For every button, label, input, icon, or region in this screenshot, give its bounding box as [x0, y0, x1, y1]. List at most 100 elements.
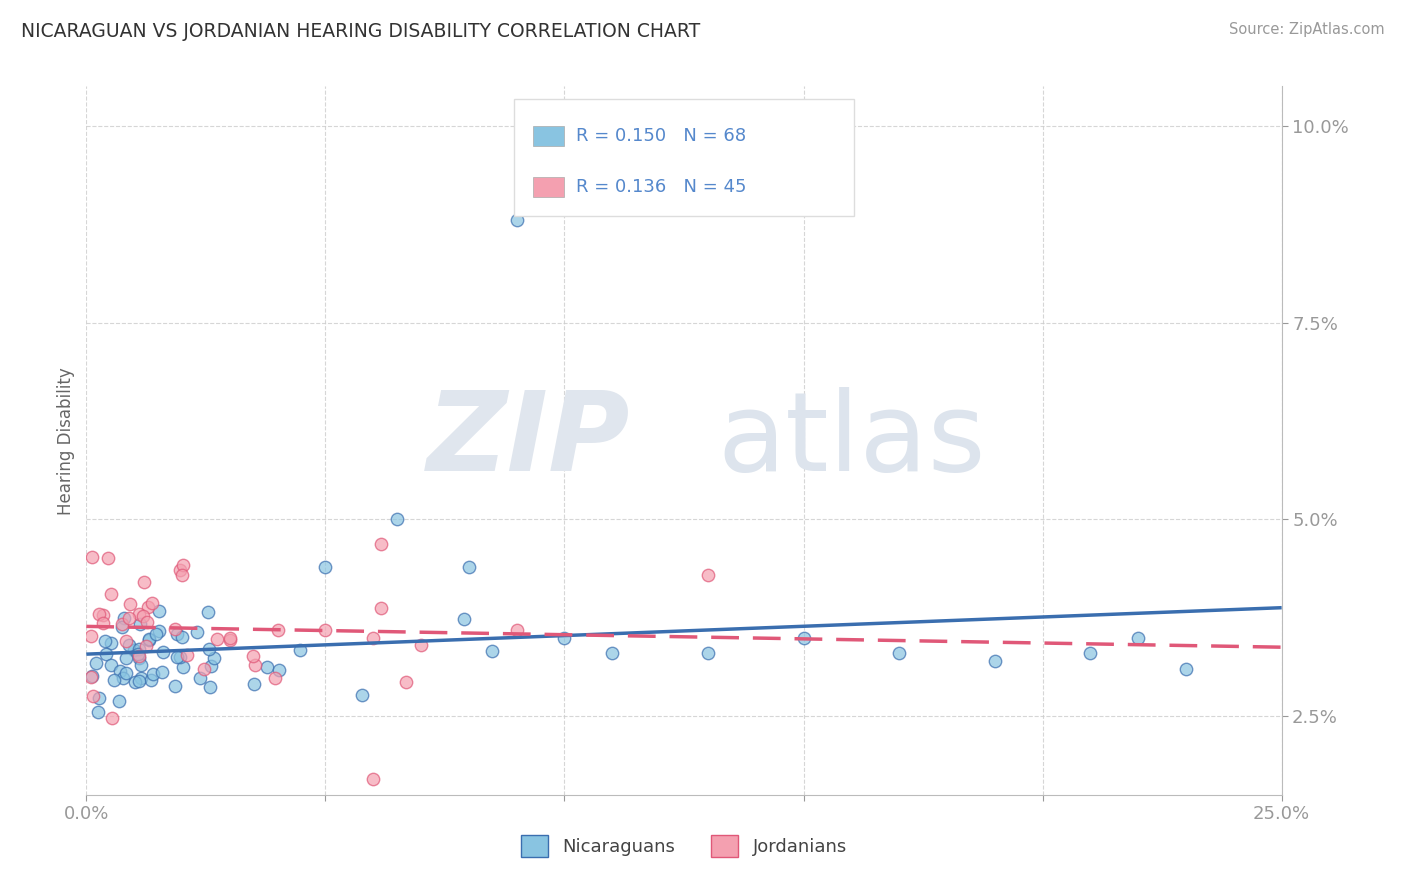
Point [172, 558, 194, 572]
Text: NICARAGUAN VS JORDANIAN HEARING DISABILITY CORRELATION CHART: NICARAGUAN VS JORDANIAN HEARING DISABILI… [21, 22, 700, 41]
Point [198, 641, 221, 656]
Point [481, 644, 503, 658]
Point [267, 664, 290, 678]
Point [172, 660, 194, 674]
Point [290, 643, 312, 657]
Point [115, 651, 138, 665]
Point [128, 673, 150, 688]
Point [135, 640, 157, 654]
Text: atlas: atlas [717, 387, 986, 494]
Point [138, 632, 160, 647]
Point [370, 537, 392, 551]
Point [132, 575, 155, 590]
Point [505, 213, 527, 227]
Point [166, 650, 188, 665]
Point [176, 648, 198, 662]
Point [1175, 662, 1198, 676]
Point [129, 616, 152, 631]
Point [120, 597, 142, 611]
Point [202, 650, 225, 665]
Point [91, 607, 114, 622]
Point [107, 694, 129, 708]
Point [132, 609, 155, 624]
Point [170, 567, 193, 582]
Point [100, 636, 122, 650]
Text: R = 0.136   N = 45: R = 0.136 N = 45 [575, 178, 747, 196]
Point [128, 642, 150, 657]
Point [394, 674, 416, 689]
Point [352, 688, 374, 702]
Point [219, 632, 242, 647]
Point [82, 690, 104, 704]
Point [141, 596, 163, 610]
Point [108, 664, 131, 678]
Point [361, 631, 384, 645]
Point [141, 673, 163, 687]
Y-axis label: Hearing Disability: Hearing Disability [58, 367, 75, 515]
Point [197, 605, 219, 619]
Point [553, 631, 575, 645]
Point [135, 615, 157, 629]
Point [97, 550, 120, 565]
Point [163, 622, 186, 636]
Point [193, 662, 215, 676]
Point [100, 587, 122, 601]
Point [128, 607, 150, 622]
Point [984, 654, 1007, 668]
Point [166, 626, 188, 640]
Point [128, 651, 150, 665]
Point [792, 631, 814, 645]
Point [186, 624, 208, 639]
Point [696, 646, 718, 660]
Point [127, 647, 149, 661]
Text: ZIP: ZIP [427, 387, 630, 494]
Point [245, 658, 267, 673]
Point [91, 615, 114, 630]
Point [129, 657, 152, 672]
Point [385, 512, 408, 526]
Point [152, 645, 174, 659]
Point [93, 633, 115, 648]
Text: Source: ZipAtlas.com: Source: ZipAtlas.com [1229, 22, 1385, 37]
Point [122, 643, 145, 657]
Point [124, 674, 146, 689]
Point [370, 601, 392, 615]
Legend: Nicaraguans, Jordanians: Nicaraguans, Jordanians [513, 828, 855, 864]
Point [111, 616, 134, 631]
Point [94, 648, 117, 662]
Point [169, 563, 191, 577]
Point [1128, 631, 1150, 645]
Point [200, 658, 222, 673]
Point [84, 656, 107, 670]
Point [198, 680, 221, 694]
Point [457, 559, 479, 574]
Point [188, 671, 211, 685]
Point [142, 667, 165, 681]
Point [1080, 646, 1102, 660]
Point [115, 665, 138, 680]
Point [112, 610, 135, 624]
Point [118, 610, 141, 624]
Point [148, 624, 170, 639]
Point [100, 711, 122, 725]
Point [111, 620, 134, 634]
Point [128, 649, 150, 664]
Point [218, 631, 240, 645]
Point [263, 671, 285, 685]
Point [600, 646, 623, 660]
Point [138, 632, 160, 646]
Point [242, 677, 264, 691]
Point [148, 604, 170, 618]
Point [314, 623, 336, 637]
Point [80, 630, 103, 644]
Point [361, 772, 384, 787]
Point [82, 549, 104, 564]
Point [111, 672, 134, 686]
Point [80, 670, 103, 684]
Point [889, 646, 911, 660]
Point [87, 607, 110, 621]
Point [314, 559, 336, 574]
Point [131, 672, 153, 686]
Point [453, 612, 475, 626]
Point [266, 623, 288, 637]
